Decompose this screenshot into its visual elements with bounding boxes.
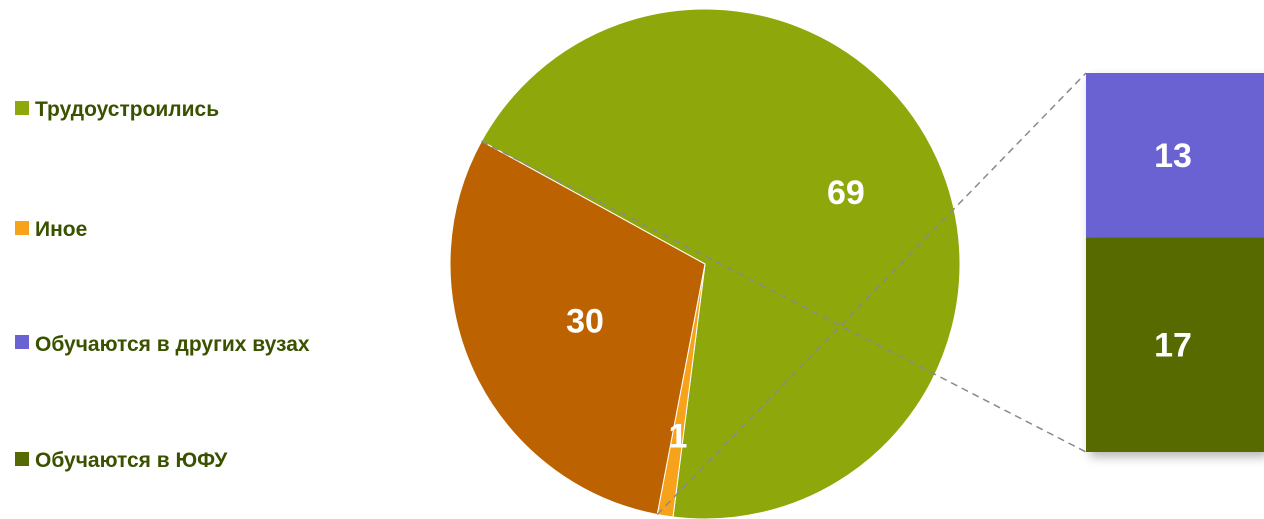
connector-line-bottom [481, 140, 1087, 453]
data-label-studying: 30 [566, 303, 604, 341]
legend-label-employed: Трудоустроились [35, 98, 219, 121]
bar-segment-sfedu [1086, 237, 1264, 452]
data-label-other-universities: 13 [1154, 137, 1192, 175]
data-label-other: 1 [668, 417, 687, 455]
data-label-sfedu: 17 [1154, 327, 1192, 365]
pie [449, 8, 961, 519]
connector-line-top [656, 72, 1087, 516]
legend-swatch-employed [15, 101, 29, 115]
legend-swatch-other [15, 221, 29, 235]
legend-label-other-universities: Обучаются в других вузах [35, 333, 310, 356]
legend-swatch-other-universities [15, 335, 29, 349]
pie-slice-studying [449, 140, 706, 516]
legend-label-sfedu: Обучаются в ЮФУ [35, 449, 228, 472]
legend-swatch-sfedu [15, 452, 29, 466]
legend-label-other: Иное [35, 218, 87, 241]
bar-segment-other-universities [1086, 73, 1264, 238]
breakdown-bar [1086, 73, 1264, 452]
legend: Трудоустроились Иное Обучаются в других … [15, 98, 310, 472]
data-label-employed: 69 [827, 174, 865, 212]
